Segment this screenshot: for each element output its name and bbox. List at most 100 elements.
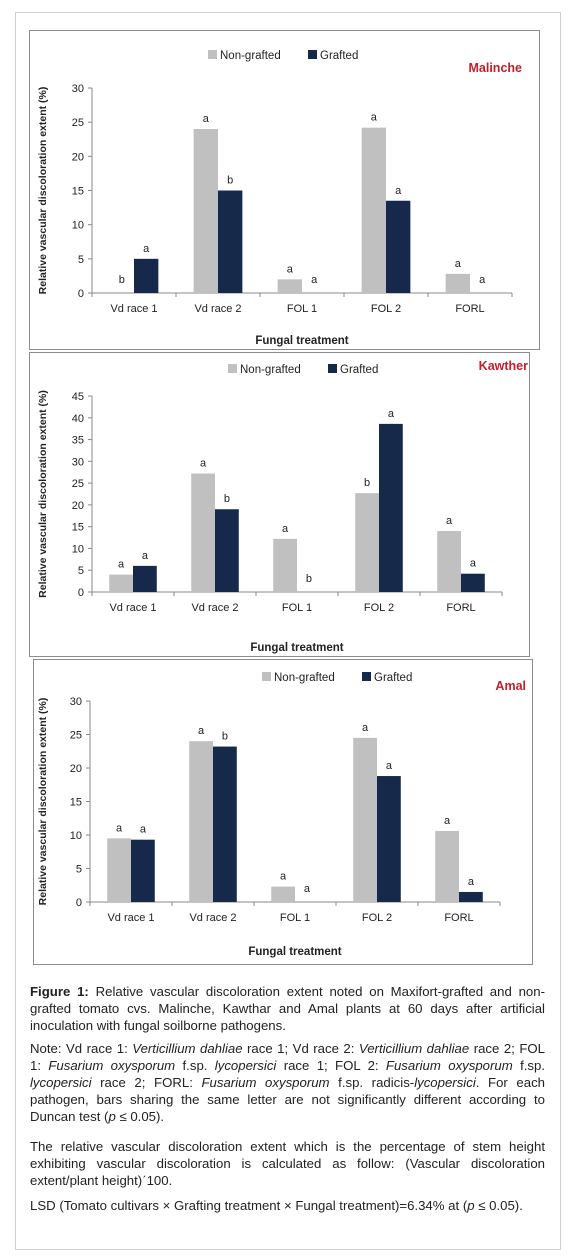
legend-label: Grafted — [320, 50, 358, 62]
note-part: f.sp. — [512, 1058, 546, 1073]
legend-label: Non-grafted — [240, 364, 301, 376]
x-tick-label: FOL 2 — [362, 912, 392, 924]
significance-letter: a — [203, 113, 210, 125]
bar-non-grafted — [191, 473, 215, 592]
note-part: lycopersici — [214, 1058, 277, 1073]
bar-grafted — [386, 200, 411, 293]
lsd-part: ≤ 0.05). — [474, 1198, 523, 1213]
significance-letter: a — [446, 515, 453, 527]
note-part: Fusarium oxysporum — [48, 1058, 176, 1073]
note-part: Verticillium dahliae — [358, 1041, 470, 1056]
note-part: Fusarium oxysporum — [385, 1058, 513, 1073]
y-tick-label: 25 — [70, 730, 82, 742]
lsd-part: LSD (Tomato cultivars × Grafting treatme… — [30, 1198, 468, 1213]
chart-panel-amal: 0 5 10 15 20 25 30 Vd race 1 Vd race 2 FOL 1 FOL 2… — [33, 659, 533, 965]
bar-non-grafted — [271, 886, 295, 902]
y-tick-label: 20 — [72, 500, 84, 512]
note-part: race 1; FOL 2: — [276, 1058, 386, 1073]
note-part: Note: Vd race 1: — [30, 1041, 133, 1056]
x-tick-label: Vd race 2 — [194, 303, 241, 315]
bar-non-grafted — [361, 127, 386, 293]
x-axis-label: Fungal treatment — [255, 335, 348, 347]
significance-letter: a — [311, 274, 318, 286]
note-part: ≤ 0.05). — [115, 1109, 165, 1124]
y-tick-label: 15 — [72, 186, 84, 198]
lsd-part: p — [467, 1198, 475, 1213]
bar-grafted — [218, 190, 243, 293]
bar-non-grafted — [445, 273, 470, 293]
y-tick-label: 30 — [72, 456, 84, 468]
bar-grafted — [377, 776, 401, 902]
y-tick-label: 20 — [70, 763, 82, 775]
significance-letter: b — [364, 477, 370, 489]
x-tick-label: FORL — [444, 912, 473, 924]
figure-frame — [15, 12, 561, 1250]
significance-letter: b — [224, 493, 230, 505]
significance-letter: a — [468, 876, 475, 888]
x-tick-label: FOL 2 — [364, 602, 394, 614]
bar-non-grafted — [189, 741, 213, 902]
calculation-note-text: The relative vascular discoloration exte… — [30, 1139, 545, 1188]
x-tick-label: FOL 1 — [282, 602, 312, 614]
y-tick-label: 0 — [76, 897, 82, 909]
note-part: lycopersici — [414, 1075, 476, 1090]
note-part: Fusarium oxysporum — [201, 1075, 330, 1090]
bar-grafted — [213, 746, 237, 902]
legend-label: Non-grafted — [220, 50, 281, 62]
x-tick-label: FOL 2 — [371, 303, 401, 315]
cultivar-title: Kawther — [479, 359, 528, 373]
bar-grafted — [133, 565, 157, 592]
lsd-note: LSD (Tomato cultivars × Grafting treatme… — [30, 1197, 545, 1214]
significance-letter: a — [444, 815, 451, 827]
y-tick-label: 30 — [72, 83, 84, 95]
significance-letter: a — [280, 871, 287, 883]
significance-letter: b — [227, 175, 233, 187]
significance-letter: a — [198, 725, 205, 737]
y-tick-label: 25 — [72, 117, 84, 129]
significance-letter: a — [140, 824, 147, 836]
y-tick-label: 5 — [78, 565, 84, 577]
significance-letter: b — [306, 573, 312, 585]
bar-non-grafted — [107, 838, 131, 902]
y-tick-label: 35 — [72, 435, 84, 447]
x-tick-label: FOL 1 — [287, 303, 317, 315]
y-tick-label: 5 — [78, 254, 84, 266]
significance-letter: a — [395, 185, 402, 197]
significance-letter: a — [304, 883, 311, 895]
y-tick-label: 25 — [72, 478, 84, 490]
significance-letter: a — [362, 722, 369, 734]
legend-swatch — [362, 672, 371, 681]
cultivar-title: Amal — [495, 679, 526, 693]
y-axis-label: Relative vascular discoloration extent (… — [37, 698, 49, 906]
significance-letter: a — [479, 274, 486, 286]
bar-non-grafted — [277, 279, 302, 293]
significance-letter: a — [386, 760, 393, 772]
calculation-note: The relative vascular discoloration exte… — [30, 1138, 545, 1189]
x-axis-label: Fungal treatment — [248, 946, 341, 958]
y-tick-label: 5 — [76, 864, 82, 876]
significance-letter: a — [200, 458, 207, 470]
legend-swatch — [308, 50, 317, 59]
bar-non-grafted — [437, 531, 461, 592]
significance-letter: a — [282, 523, 289, 535]
y-tick-label: 10 — [70, 830, 82, 842]
significance-letter: a — [470, 558, 477, 570]
y-tick-label: 15 — [72, 522, 84, 534]
note-part: race 1; Vd race 2: — [242, 1041, 359, 1056]
significance-letter: a — [143, 243, 150, 255]
significance-letter: a — [371, 112, 378, 124]
significance-letter: b — [119, 274, 125, 286]
bar-non-grafted — [193, 129, 218, 293]
bar-non-grafted — [435, 830, 459, 902]
legend-label: Grafted — [374, 672, 412, 684]
note-part: f.sp. radicis- — [329, 1075, 415, 1090]
abbreviation-note: Note: Vd race 1: Verticillium dahliae ra… — [30, 1040, 545, 1125]
y-axis-label: Relative vascular discoloration extent (… — [37, 390, 49, 598]
x-tick-label: FORL — [455, 303, 484, 315]
y-tick-label: 0 — [78, 288, 84, 300]
bar-non-grafted — [355, 493, 379, 592]
note-part: race 2; FOL 1: — [30, 1041, 545, 1073]
significance-letter: a — [287, 263, 294, 275]
y-tick-label: 30 — [70, 696, 82, 708]
bar-grafted — [215, 509, 239, 592]
